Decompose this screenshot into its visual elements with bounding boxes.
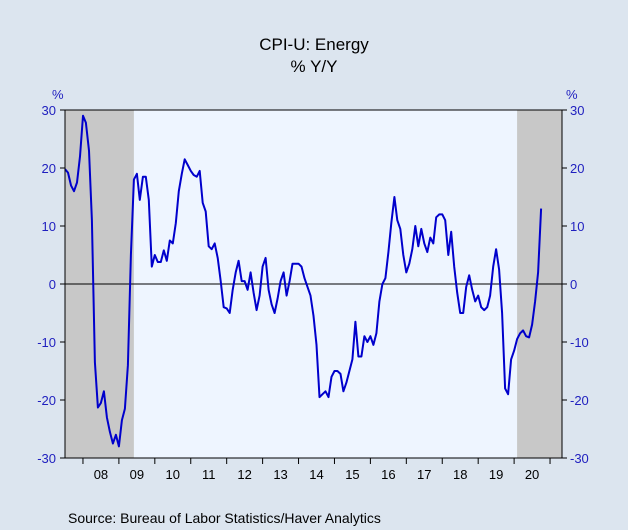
x-tick-label: 20 bbox=[525, 467, 539, 482]
right-tick-label: -30 bbox=[570, 451, 589, 466]
x-tick-label: 15 bbox=[345, 467, 359, 482]
left-tick-label: -30 bbox=[37, 451, 56, 466]
right-tick-label: 0 bbox=[570, 277, 577, 292]
right-axis: 30 20 10 0 -10 -20 -30 bbox=[562, 103, 589, 466]
series-line-energy bbox=[64, 114, 543, 448]
x-tick-label: 08 bbox=[94, 467, 108, 482]
right-tick-label: 30 bbox=[570, 103, 584, 118]
right-tick-label: -20 bbox=[570, 393, 589, 408]
x-tick-label: 17 bbox=[417, 467, 431, 482]
source-note: Source: Bureau of Labor Statistics/Haver… bbox=[68, 510, 381, 526]
left-tick-label: 10 bbox=[42, 219, 56, 234]
left-tick-label: 30 bbox=[42, 103, 56, 118]
right-unit-label: % bbox=[566, 87, 578, 102]
right-tick-label: 20 bbox=[570, 161, 584, 176]
left-axis: 30 20 10 0 -10 -20 -30 bbox=[37, 103, 65, 466]
x-tick-label: 19 bbox=[489, 467, 503, 482]
x-tick-label: 12 bbox=[237, 467, 251, 482]
left-unit-label: % bbox=[52, 87, 64, 102]
x-tick-label: 14 bbox=[309, 467, 323, 482]
right-tick-label: 10 bbox=[570, 219, 584, 234]
x-tick-label: 16 bbox=[381, 467, 395, 482]
x-axis: 08 09 10 11 12 13 14 15 16 17 18 19 20 bbox=[82, 458, 551, 482]
x-tick-label: 11 bbox=[202, 467, 216, 482]
chart-subtitle: % Y/Y bbox=[291, 57, 338, 76]
left-tick-label: -10 bbox=[37, 335, 56, 350]
left-tick-label: 0 bbox=[49, 277, 56, 292]
x-tick-label: 09 bbox=[130, 467, 144, 482]
chart-title: CPI-U: Energy bbox=[259, 35, 369, 54]
right-tick-label: -10 bbox=[570, 335, 589, 350]
x-tick-label: 18 bbox=[453, 467, 467, 482]
x-tick-label: 13 bbox=[273, 467, 287, 482]
x-tick-label: 10 bbox=[166, 467, 180, 482]
left-tick-label: 20 bbox=[42, 161, 56, 176]
left-tick-label: -20 bbox=[37, 393, 56, 408]
